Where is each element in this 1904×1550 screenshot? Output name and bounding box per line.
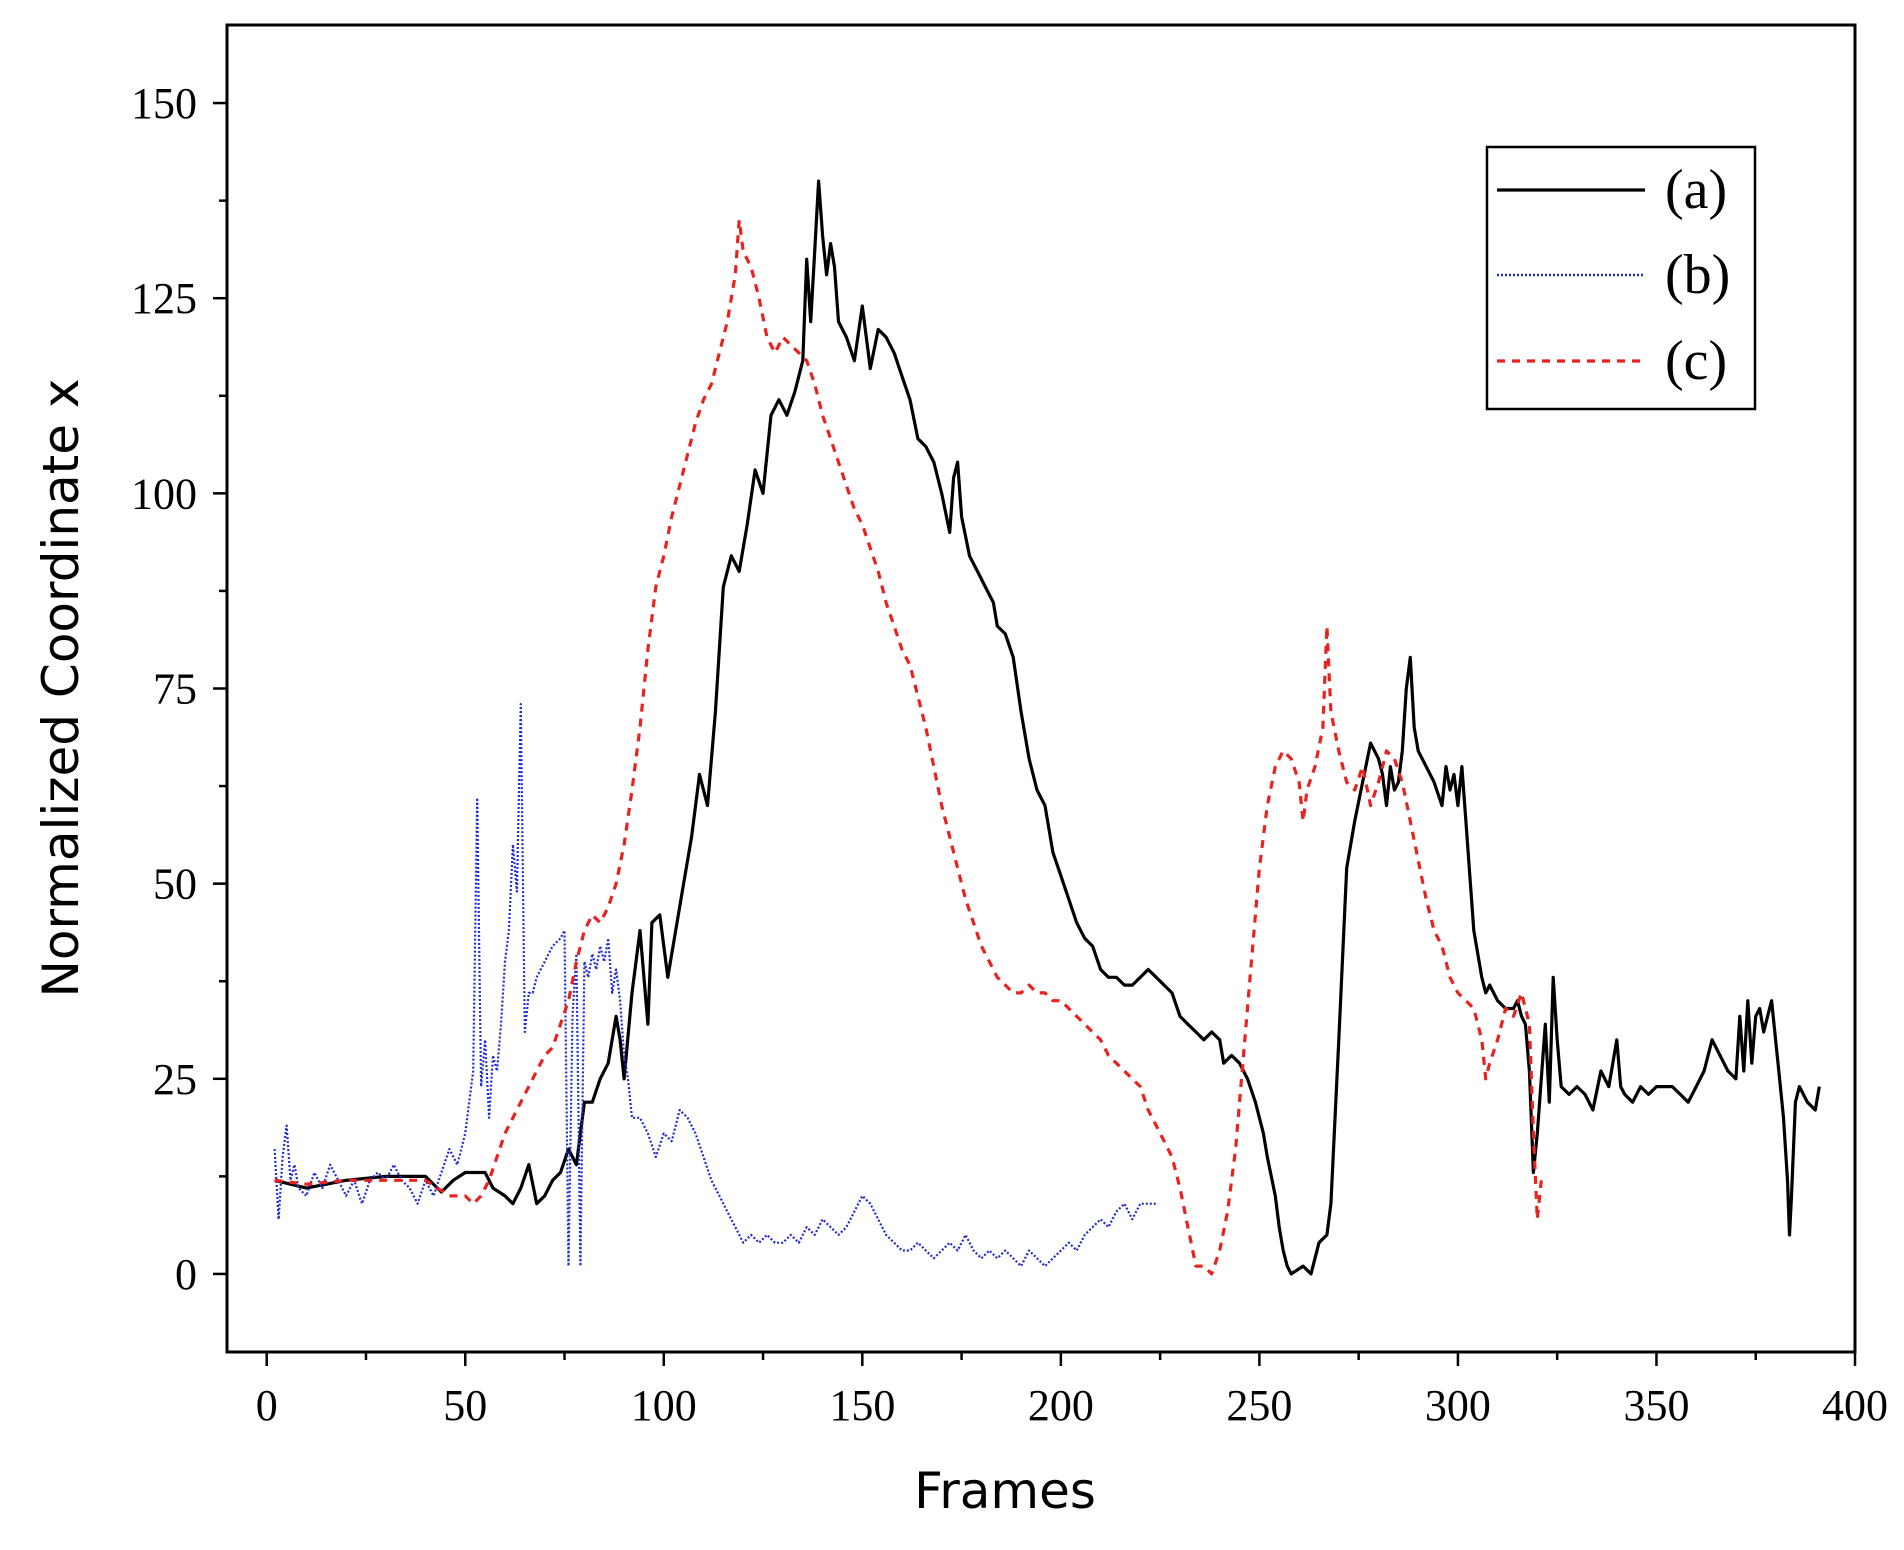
y-tick-label: 50 xyxy=(153,860,197,909)
y-tick-label: 25 xyxy=(153,1055,197,1104)
x-tick-label: 150 xyxy=(829,1381,895,1430)
y-axis-title: Normalized Coordinate x xyxy=(32,378,90,997)
series-line-c xyxy=(274,218,1543,1276)
legend: (a) (b) (c) xyxy=(1485,145,1757,411)
y-tick-label: 100 xyxy=(131,469,197,518)
y-tick-label: 0 xyxy=(175,1250,197,1299)
x-axis-ticks: 0 50 100 150 200 250 300 350 400 xyxy=(256,1352,1888,1430)
series-line-b xyxy=(273,703,1157,1268)
x-axis-title: Frames xyxy=(914,1462,1096,1520)
x-tick-label: 400 xyxy=(1822,1381,1888,1430)
y-tick-label: 75 xyxy=(153,665,197,714)
series-layer xyxy=(273,179,1821,1276)
y-tick-label: 150 xyxy=(131,79,197,128)
legend-label-c: (c) xyxy=(1665,330,1727,392)
y-axis-ticks: 0 25 50 75 100 125 150 xyxy=(131,79,227,1299)
legend-label-b: (b) xyxy=(1665,244,1730,306)
x-tick-label: 300 xyxy=(1425,1381,1491,1430)
legend-label-a: (a) xyxy=(1665,159,1727,221)
x-tick-label: 50 xyxy=(443,1381,487,1430)
x-tick-label: 100 xyxy=(631,1381,697,1430)
y-tick-label: 125 xyxy=(131,274,197,323)
x-tick-label: 200 xyxy=(1028,1381,1094,1430)
x-tick-label: 350 xyxy=(1623,1381,1689,1430)
x-tick-label: 0 xyxy=(256,1381,278,1430)
x-tick-label: 250 xyxy=(1226,1381,1292,1430)
series-line-a xyxy=(274,179,1821,1276)
